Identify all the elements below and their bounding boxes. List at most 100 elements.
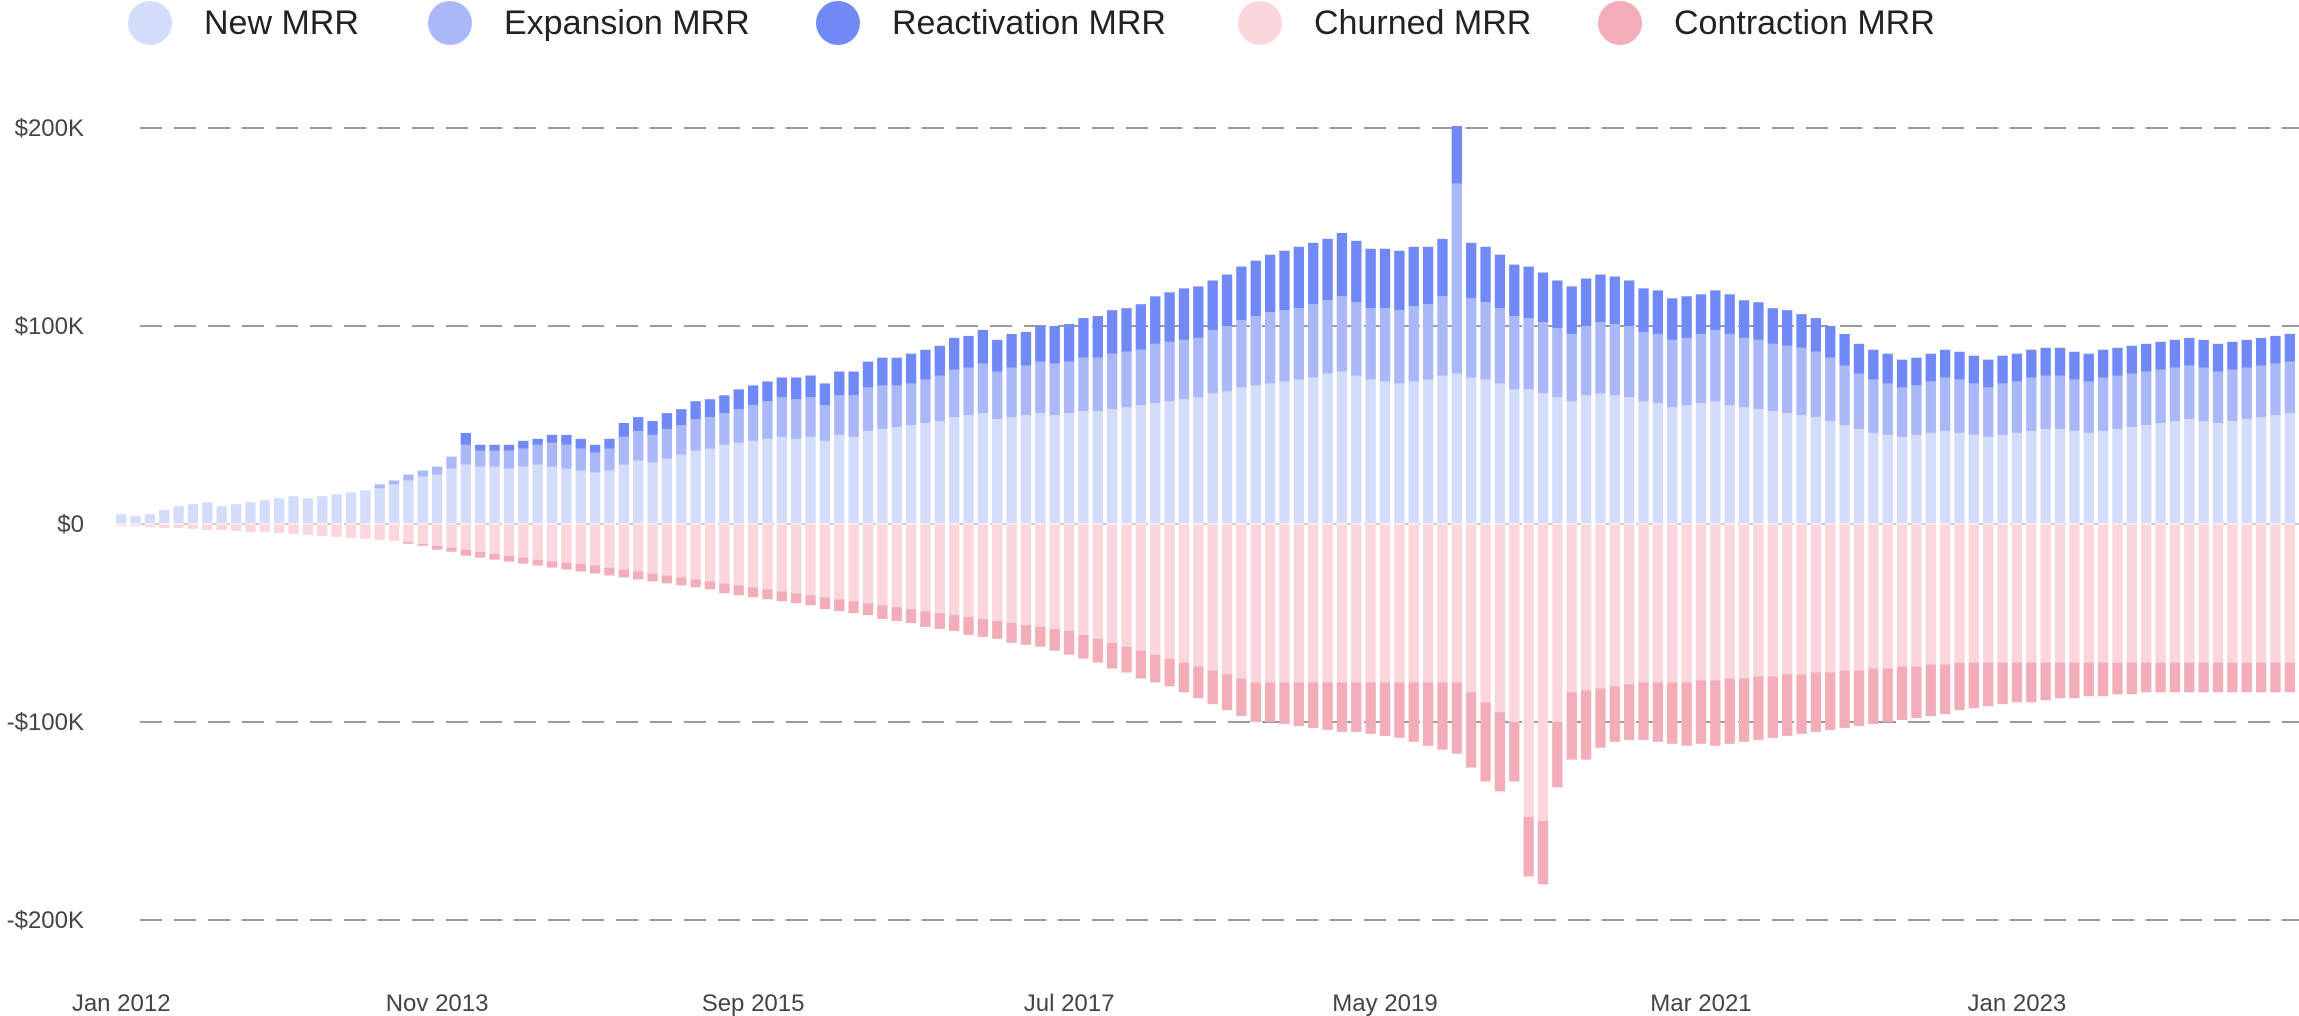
bar-segment-churned[interactable] xyxy=(1566,524,1577,693)
bar-segment-churned[interactable] xyxy=(1767,524,1778,677)
bar-segment-churned[interactable] xyxy=(2270,524,2281,663)
bar-segment-churned[interactable] xyxy=(1250,524,1261,683)
bar-segment-contraction[interactable] xyxy=(877,605,888,620)
bar-segment-reactivation[interactable] xyxy=(604,438,615,449)
bar-segment-contraction[interactable] xyxy=(1164,658,1175,687)
bar-segment-churned[interactable] xyxy=(719,524,730,584)
bar-segment-new[interactable] xyxy=(230,504,242,524)
bar-segment-churned[interactable] xyxy=(116,524,127,526)
bar-segment-churned[interactable] xyxy=(403,524,414,542)
bar-segment-churned[interactable] xyxy=(1523,524,1534,818)
bar-segment-new[interactable] xyxy=(1954,432,1965,524)
bar-segment-contraction[interactable] xyxy=(1839,670,1850,728)
bar-segment-expansion[interactable] xyxy=(633,430,644,461)
bar-segment-reactivation[interactable] xyxy=(1020,331,1032,366)
bar-segment-new[interactable] xyxy=(762,438,773,524)
bar-segment-new[interactable] xyxy=(2169,421,2181,524)
bar-segment-new[interactable] xyxy=(116,514,127,524)
bar-segment-new[interactable] xyxy=(1839,425,1850,524)
bar-segment-expansion[interactable] xyxy=(1135,349,1147,406)
bar-segment-churned[interactable] xyxy=(1020,524,1032,625)
bar-segment-reactivation[interactable] xyxy=(503,444,515,451)
bar-segment-contraction[interactable] xyxy=(1509,722,1520,782)
bar-segment-expansion[interactable] xyxy=(920,379,931,424)
bar-segment-new[interactable] xyxy=(1911,434,1922,524)
bar-segment-expansion[interactable] xyxy=(834,395,845,435)
bar-segment-new[interactable] xyxy=(2241,419,2252,524)
bar-segment-expansion[interactable] xyxy=(546,442,558,467)
bar-segment-reactivation[interactable] xyxy=(1308,242,1319,305)
bar-segment-reactivation[interactable] xyxy=(1279,250,1290,311)
bar-segment-contraction[interactable] xyxy=(934,613,945,629)
bar-segment-reactivation[interactable] xyxy=(1638,288,1649,332)
bar-segment-expansion[interactable] xyxy=(2097,377,2109,431)
bar-segment-churned[interactable] xyxy=(1379,524,1391,683)
bar-segment-contraction[interactable] xyxy=(1451,682,1462,754)
bar-segment-expansion[interactable] xyxy=(1480,302,1491,380)
bar-segment-reactivation[interactable] xyxy=(1193,286,1204,338)
bar-segment-expansion[interactable] xyxy=(1667,339,1678,408)
bar-segment-churned[interactable] xyxy=(834,524,845,600)
bar-segment-churned[interactable] xyxy=(1480,524,1491,703)
bar-segment-churned[interactable] xyxy=(1652,524,1664,683)
bar-segment-expansion[interactable] xyxy=(518,448,529,467)
bar-segment-contraction[interactable] xyxy=(2212,662,2224,693)
bar-segment-reactivation[interactable] xyxy=(905,353,917,384)
bar-segment-contraction[interactable] xyxy=(762,589,773,600)
bar-segment-expansion[interactable] xyxy=(1437,296,1448,376)
bar-segment-reactivation[interactable] xyxy=(2011,353,2023,382)
bar-segment-churned[interactable] xyxy=(532,524,543,560)
bar-segment-reactivation[interactable] xyxy=(2255,337,2267,366)
bar-segment-expansion[interactable] xyxy=(575,448,586,471)
bar-segment-new[interactable] xyxy=(1896,436,1908,524)
bar-segment-churned[interactable] xyxy=(1580,524,1592,691)
bar-segment-churned[interactable] xyxy=(1695,524,1707,681)
bar-segment-expansion[interactable] xyxy=(1049,363,1060,416)
bar-segment-new[interactable] xyxy=(1624,397,1635,524)
bar-segment-expansion[interactable] xyxy=(2083,381,2094,433)
bar-segment-churned[interactable] xyxy=(159,524,170,528)
bar-segment-reactivation[interactable] xyxy=(1293,246,1305,309)
bar-segment-new[interactable] xyxy=(2126,426,2138,524)
bar-segment-new[interactable] xyxy=(575,470,586,524)
bar-segment-churned[interactable] xyxy=(1135,524,1147,651)
bar-segment-expansion[interactable] xyxy=(819,405,831,441)
bar-segment-expansion[interactable] xyxy=(2169,367,2181,422)
bar-segment-new[interactable] xyxy=(1609,395,1620,524)
bar-segment-contraction[interactable] xyxy=(1379,682,1391,736)
bar-segment-reactivation[interactable] xyxy=(546,434,558,443)
bar-segment-contraction[interactable] xyxy=(1408,682,1419,742)
bar-segment-expansion[interactable] xyxy=(949,369,960,418)
bar-segment-reactivation[interactable] xyxy=(1035,326,1046,362)
bar-segment-churned[interactable] xyxy=(1753,524,1764,677)
bar-segment-contraction[interactable] xyxy=(920,611,931,627)
bar-segment-contraction[interactable] xyxy=(791,593,802,604)
bar-segment-expansion[interactable] xyxy=(503,450,515,469)
bar-segment-churned[interactable] xyxy=(891,524,902,608)
bar-segment-expansion[interactable] xyxy=(992,371,1003,420)
bar-segment-new[interactable] xyxy=(417,476,428,524)
bar-segment-churned[interactable] xyxy=(2040,524,2051,663)
bar-segment-reactivation[interactable] xyxy=(992,339,1003,372)
bar-segment-contraction[interactable] xyxy=(1695,680,1707,744)
bar-segment-new[interactable] xyxy=(1494,383,1506,524)
bar-segment-churned[interactable] xyxy=(747,524,759,588)
bar-segment-contraction[interactable] xyxy=(1006,623,1017,643)
bar-segment-new[interactable] xyxy=(1997,434,2008,524)
bar-segment-new[interactable] xyxy=(1509,389,1520,524)
bar-segment-churned[interactable] xyxy=(1925,524,1936,665)
bar-segment-expansion[interactable] xyxy=(1595,322,1606,394)
bar-segment-reactivation[interactable] xyxy=(1710,290,1721,330)
bar-segment-new[interactable] xyxy=(2227,421,2238,524)
bar-segment-expansion[interactable] xyxy=(1825,357,1836,422)
bar-segment-expansion[interactable] xyxy=(2227,369,2238,422)
bar-segment-reactivation[interactable] xyxy=(862,361,874,388)
bar-segment-churned[interactable] xyxy=(1939,524,1951,665)
bar-segment-expansion[interactable] xyxy=(1552,327,1563,398)
bar-segment-reactivation[interactable] xyxy=(1695,294,1707,334)
bar-segment-reactivation[interactable] xyxy=(2040,347,2051,376)
bar-segment-churned[interactable] xyxy=(1796,524,1807,675)
bar-segment-new[interactable] xyxy=(1078,411,1089,524)
bar-segment-reactivation[interactable] xyxy=(1609,276,1620,325)
bar-segment-expansion[interactable] xyxy=(719,413,730,445)
